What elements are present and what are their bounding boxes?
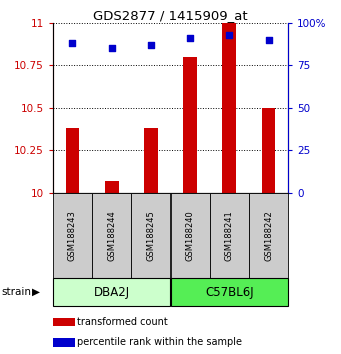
Bar xyxy=(210,193,249,278)
Bar xyxy=(53,338,75,347)
Bar xyxy=(65,127,79,193)
Text: GSM188243: GSM188243 xyxy=(68,210,77,261)
Point xyxy=(187,35,193,41)
Bar xyxy=(249,193,288,278)
Bar xyxy=(144,127,158,193)
Bar xyxy=(170,193,210,278)
Bar xyxy=(53,318,75,326)
Bar xyxy=(131,193,170,278)
Text: GSM188242: GSM188242 xyxy=(264,210,273,261)
Text: GSM188241: GSM188241 xyxy=(225,210,234,261)
Text: GSM188245: GSM188245 xyxy=(146,210,155,261)
Bar xyxy=(183,57,197,193)
Point xyxy=(70,41,75,46)
Text: GSM188240: GSM188240 xyxy=(186,210,195,261)
Bar xyxy=(92,193,131,278)
Text: ▶: ▶ xyxy=(32,287,40,297)
Point xyxy=(148,42,153,48)
Text: C57BL6J: C57BL6J xyxy=(205,286,254,298)
Bar xyxy=(262,108,276,193)
Text: GDS2877 / 1415909_at: GDS2877 / 1415909_at xyxy=(93,9,248,22)
Point xyxy=(266,37,271,43)
Text: strain: strain xyxy=(2,287,32,297)
Text: GSM188244: GSM188244 xyxy=(107,210,116,261)
Bar xyxy=(53,278,170,306)
Bar xyxy=(105,181,119,193)
Bar xyxy=(170,278,288,306)
Text: percentile rank within the sample: percentile rank within the sample xyxy=(77,337,242,347)
Bar xyxy=(53,193,92,278)
Point xyxy=(109,46,114,51)
Text: transformed count: transformed count xyxy=(77,317,168,327)
Text: DBA2J: DBA2J xyxy=(94,286,130,298)
Bar xyxy=(222,23,236,193)
Point xyxy=(226,32,232,38)
